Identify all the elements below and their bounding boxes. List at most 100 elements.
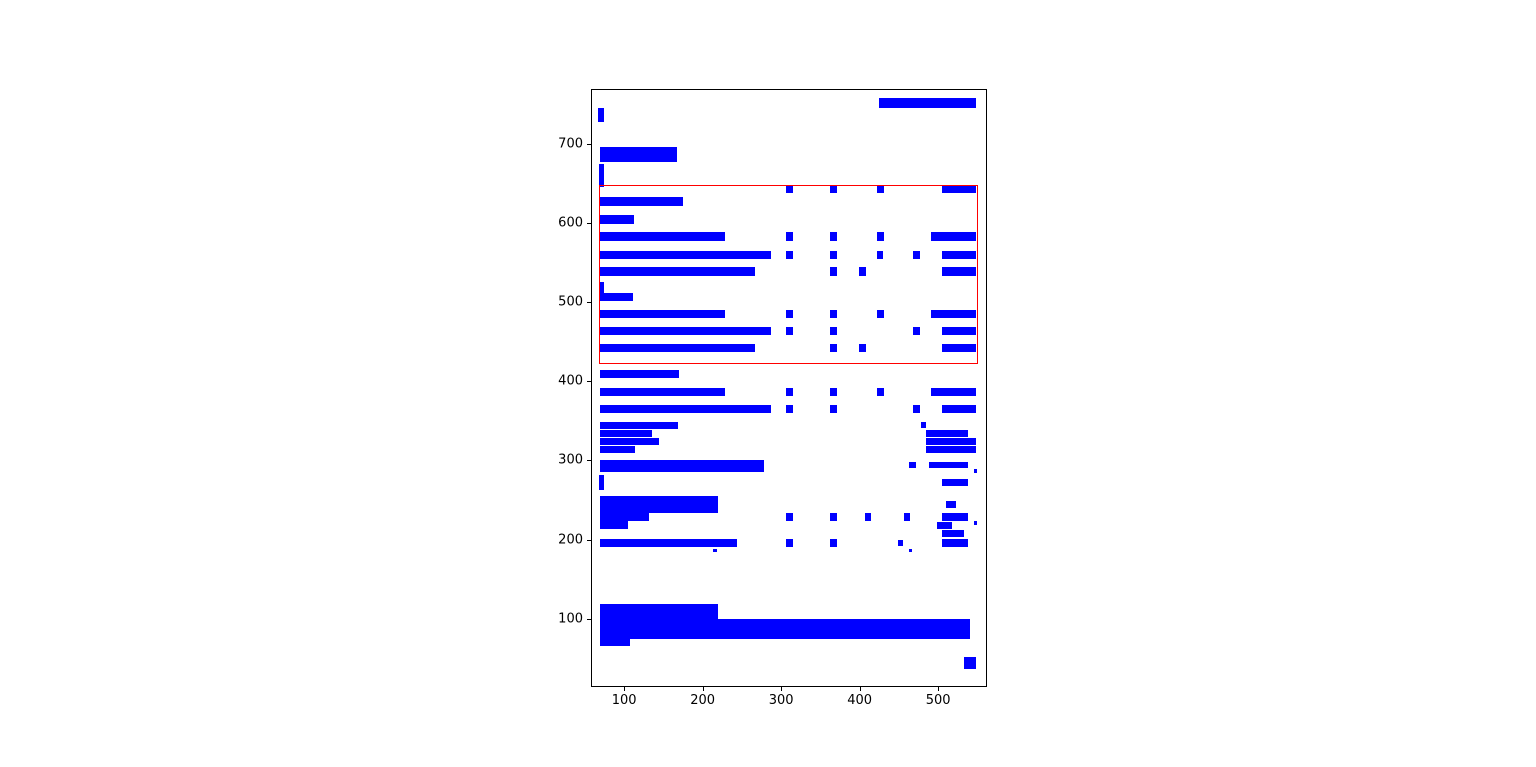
layout-box — [599, 521, 629, 530]
layout-box — [931, 232, 976, 242]
layout-box — [936, 522, 953, 530]
x-tick-label: 100 — [611, 693, 637, 708]
layout-box — [876, 310, 884, 318]
layout-box — [599, 446, 636, 454]
y-tick-mark — [587, 143, 591, 145]
y-tick-mark — [587, 302, 591, 304]
layout-box — [945, 500, 957, 508]
layout-box — [931, 310, 976, 318]
layout-box — [865, 513, 872, 522]
layout-box — [599, 310, 725, 318]
layout-box — [829, 387, 837, 396]
layout-box — [599, 634, 631, 646]
y-tick-label: 600 — [558, 215, 583, 231]
layout-box — [942, 478, 968, 486]
layout-box — [942, 513, 968, 522]
layout-box — [785, 232, 793, 242]
layout-box — [942, 538, 968, 547]
layout-box — [599, 604, 719, 624]
layout-box — [931, 387, 976, 396]
layout-box — [599, 293, 633, 302]
layout-box — [599, 326, 771, 336]
layout-box — [829, 538, 837, 547]
x-tick-label: 200 — [690, 693, 716, 708]
layout-box — [599, 459, 764, 473]
layout-box — [599, 618, 970, 639]
layout-box — [829, 513, 837, 522]
x-tick-mark — [859, 687, 861, 691]
layout-box — [599, 146, 677, 163]
layout-box — [913, 326, 921, 336]
layout-box — [785, 405, 793, 413]
layout-box — [829, 344, 837, 352]
x-tick-mark — [938, 687, 940, 691]
layout-box — [599, 387, 725, 396]
layout-box — [913, 250, 921, 260]
layout-box — [599, 496, 718, 514]
y-tick-label: 200 — [558, 532, 583, 548]
layout-box — [599, 474, 604, 491]
layout-box — [829, 232, 837, 242]
layout-box — [785, 538, 793, 547]
layout-box — [599, 370, 680, 379]
layout-box — [599, 344, 756, 352]
layout-box — [599, 430, 653, 438]
layout-box — [599, 250, 771, 260]
y-tick-mark — [587, 381, 591, 383]
layout-box — [925, 438, 976, 446]
layout-box — [785, 513, 793, 522]
layout-box — [942, 250, 976, 260]
layout-box — [599, 513, 650, 522]
layout-box — [913, 405, 921, 413]
layout-box — [599, 215, 635, 224]
layout-box — [599, 163, 604, 187]
y-tick-label: 300 — [558, 452, 583, 468]
plot-area — [591, 89, 987, 687]
layout-box — [925, 430, 968, 438]
layout-box — [974, 469, 978, 474]
layout-box — [942, 344, 976, 352]
layout-box — [599, 421, 679, 429]
y-tick-mark — [587, 222, 591, 224]
layout-box — [785, 387, 793, 396]
layout-box — [829, 310, 837, 318]
layout-box — [909, 549, 913, 553]
layout-box — [928, 462, 968, 469]
y-tick-label: 400 — [558, 373, 583, 389]
layout-box — [876, 184, 884, 193]
x-tick-label: 500 — [925, 693, 951, 708]
layout-box — [942, 405, 976, 413]
layout-box — [599, 281, 604, 302]
layout-box — [942, 530, 965, 538]
x-tick-label: 300 — [768, 693, 794, 708]
layout-box — [785, 184, 793, 193]
layout-box — [829, 184, 837, 193]
layout-box — [876, 232, 884, 242]
layout-box — [599, 196, 684, 206]
layout-box — [879, 97, 976, 109]
layout-box — [785, 250, 793, 260]
layout-box — [829, 250, 837, 260]
layout-box — [904, 513, 910, 522]
layout-box — [925, 446, 976, 454]
layout-box — [829, 326, 837, 336]
layout-box — [829, 405, 837, 413]
highlight-rectangle — [599, 184, 979, 364]
layout-box — [785, 326, 793, 336]
layout-box — [876, 387, 884, 396]
y-tick-mark — [587, 539, 591, 541]
x-tick-mark — [702, 687, 704, 691]
layout-box — [898, 539, 903, 546]
layout-box — [920, 422, 926, 428]
layout-box — [599, 438, 660, 446]
layout-box — [942, 326, 976, 336]
layout-box — [876, 250, 884, 260]
x-tick-label: 400 — [847, 693, 873, 708]
layout-box — [599, 538, 738, 547]
y-tick-label: 700 — [558, 136, 583, 152]
y-tick-label: 500 — [558, 294, 583, 310]
layout-box — [829, 267, 837, 276]
layout-box — [599, 232, 725, 242]
boxes-layer — [592, 90, 986, 686]
